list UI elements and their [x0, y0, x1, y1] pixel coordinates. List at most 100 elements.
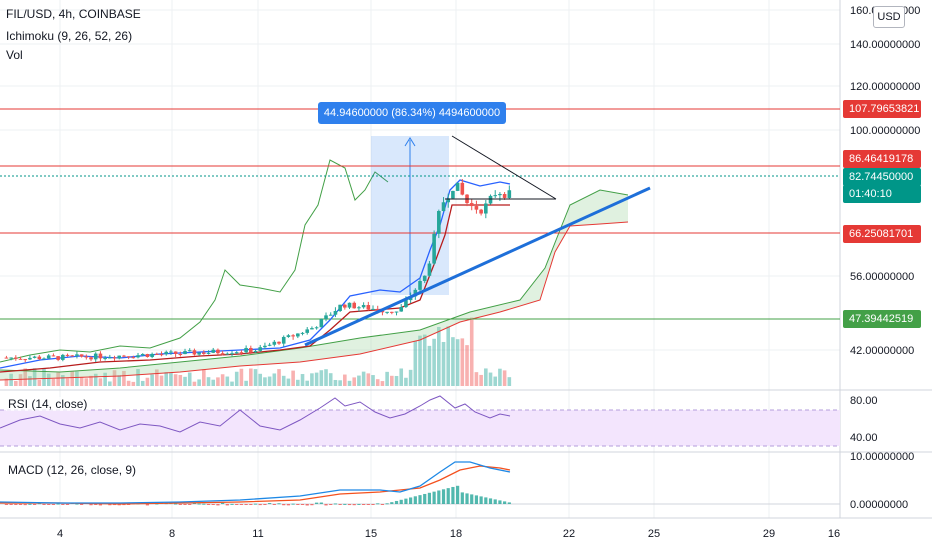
price-axis-label: 42.00000000	[850, 345, 914, 357]
volume-bar	[178, 374, 183, 386]
volume-legend[interactable]: Vol	[6, 48, 23, 62]
macd-histogram-bar	[310, 504, 314, 506]
candle-body	[286, 335, 291, 337]
candle-body	[432, 233, 436, 264]
candle-body	[93, 353, 98, 360]
volume-bar	[300, 374, 305, 386]
macd-histogram-bar	[235, 504, 239, 505]
volume-bar	[455, 339, 460, 386]
price-tag-countdown: 01:40:10	[843, 185, 921, 203]
volume-bar	[408, 369, 413, 386]
currency-button[interactable]: USD	[873, 6, 905, 28]
candle-body	[291, 335, 295, 337]
volume-bar	[291, 370, 295, 386]
macd-histogram-bar	[465, 493, 469, 504]
volume-bar	[117, 375, 122, 386]
volume-bar	[155, 369, 159, 386]
volume-bar	[305, 380, 310, 386]
candle-body	[258, 347, 263, 351]
rsi-legend[interactable]: RSI (14, close)	[6, 397, 90, 411]
candle-body	[366, 305, 371, 310]
volume-bar	[484, 368, 488, 386]
candle-body	[422, 275, 427, 281]
volume-bar	[338, 380, 342, 386]
symbol-title[interactable]: FIL/USD, 4h, COINBASE	[6, 7, 141, 21]
macd-histogram-bar	[380, 504, 385, 505]
price-tag-resistance-top: 107.79653821	[843, 100, 921, 118]
candle-body	[164, 351, 169, 355]
macd-histogram-bar	[65, 504, 70, 505]
macd-histogram-bar	[446, 488, 450, 504]
volume-bar	[32, 368, 37, 386]
macd-histogram-bar	[117, 504, 121, 506]
measure-label: 44.94600000 (86.34%) 4494600000	[318, 102, 506, 124]
candle-body	[65, 354, 70, 356]
candle-body	[112, 357, 117, 359]
time-axis-label: 11	[252, 528, 263, 540]
time-axis-label: 8	[169, 528, 175, 540]
macd-histogram-bar	[94, 504, 98, 505]
macd-histogram-bar	[183, 504, 187, 505]
candle-body	[206, 352, 211, 354]
candle-body	[441, 202, 446, 212]
volume-bar	[460, 338, 465, 386]
volume-bar	[70, 371, 75, 386]
macd-line	[0, 461, 511, 504]
volume-bar	[126, 380, 131, 386]
rsi-line	[0, 395, 511, 433]
price-axis-label: 100.00000000	[850, 125, 920, 137]
volume-bar	[136, 368, 140, 386]
candle-body	[131, 357, 136, 359]
candle-body	[230, 353, 234, 355]
volume-bar	[479, 374, 483, 386]
volume-bar	[310, 373, 314, 386]
macd-histogram-bar	[427, 492, 432, 504]
volume-bar	[432, 338, 436, 386]
rsi-axis-label: 40.00	[850, 432, 878, 444]
macd-histogram-bar	[230, 503, 234, 505]
candle-body	[277, 341, 281, 344]
volume-bar	[140, 380, 145, 386]
candle-body	[159, 354, 164, 356]
macd-histogram-bar	[432, 491, 436, 504]
macd-histogram-bar	[244, 504, 248, 505]
macd-histogram-bar	[413, 496, 417, 504]
candle-body	[98, 353, 103, 359]
ichimoku-legend[interactable]: Ichimoku (9, 26, 52, 26)	[6, 29, 133, 43]
candle-body	[343, 304, 347, 308]
macd-histogram-bar	[498, 500, 502, 504]
macd-histogram-bar	[460, 492, 464, 504]
macd-histogram-bar	[51, 504, 56, 505]
price-tag-current: 82.74450000	[843, 168, 921, 186]
volume-bar	[61, 375, 65, 386]
price-tag-support-mid: 66.25081701	[843, 225, 921, 243]
macd-signal-line	[0, 465, 511, 505]
macd-histogram-bar	[4, 504, 9, 505]
candle-body	[239, 352, 244, 354]
volume-bar	[46, 373, 51, 386]
macd-legend[interactable]: MACD (12, 26, close, 9)	[6, 463, 139, 477]
volume-bar	[469, 317, 474, 386]
time-axis-label: 22	[563, 528, 575, 540]
macd-histogram-bar	[488, 498, 493, 504]
candle-body	[460, 182, 465, 195]
macd-histogram-bar	[239, 504, 244, 505]
macd-histogram-bar	[56, 503, 60, 505]
candle-body	[197, 352, 201, 355]
macd-histogram	[4, 485, 511, 506]
macd-histogram-bar	[47, 504, 51, 505]
candle-body	[469, 203, 474, 207]
volume-bar	[498, 368, 502, 386]
macd-histogram-bar	[409, 497, 413, 504]
candle-body	[357, 307, 361, 309]
macd-histogram-bar	[277, 503, 281, 505]
candle-body	[310, 328, 314, 330]
volume-bar	[296, 379, 300, 386]
volume-bar	[197, 379, 201, 386]
volume-bar	[343, 374, 347, 386]
macd-histogram-bar	[178, 504, 182, 505]
volume-bar	[451, 337, 455, 386]
volume-bar	[206, 377, 211, 386]
volume-bar	[93, 373, 98, 386]
